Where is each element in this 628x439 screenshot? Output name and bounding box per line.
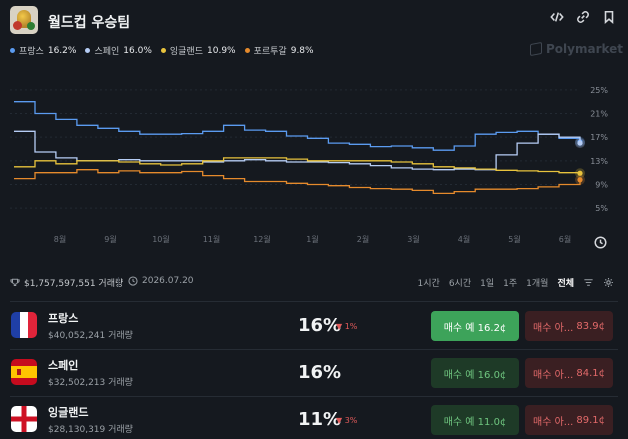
outcome-change: ▼ 3% [336,416,358,425]
x-tick-label: 1월 [306,234,318,244]
outcome-name: 스페인 [48,359,79,372]
legend-label: 포르투갈 [253,47,287,57]
stats-bar: $1,757,597,551 거래량 2026.07.20 1시간 6시간 1일… [10,276,614,290]
series-end-point [577,177,583,183]
time-range-selector: 1시간 6시간 1일 1주 1개월 전체 [418,276,614,289]
outcome-probability: 16% [298,315,342,336]
x-tick-label: 4월 [458,234,470,244]
legend-item-spain: 스페인 16.0% [85,44,152,57]
market-logo [10,6,38,34]
legend-item-england: 잉글랜드 10.9% [160,44,236,57]
y-tick-label: 9% [595,181,608,190]
buy-no-price: 83.9¢ [576,320,605,332]
legend-pct: 9.8% [290,45,314,56]
y-tick-label: 25% [590,86,608,95]
buy-yes-button[interactable]: 매수 예 16.0¢ [431,358,519,388]
legend-label: 스페인 [94,47,120,57]
clock-icon[interactable] [594,234,607,249]
buy-no-price: 89.1¢ [576,414,605,426]
outcome-name: 프랑스 [48,312,79,325]
buy-no-label: 매수 아... [533,416,574,428]
range-all[interactable]: 전체 [557,279,574,289]
series-end-point [577,140,583,146]
price-chart[interactable]: 25% 21% 17% 13% 9% 5% 8월 9월 10월 11월 12월 1월 2월 3월 4월 5월 6… [0,70,628,255]
outcome-volume: $32,502,213 거래량 [48,378,133,388]
x-tick-label: 8월 [54,234,66,244]
legend-pct: 16.2% [47,45,77,56]
link-icon[interactable] [576,10,590,24]
y-tick-label: 13% [590,157,608,166]
outcome-probability: 16% [298,362,342,383]
buy-yes-button[interactable]: 매수 예 16.2¢ [431,311,519,341]
x-tick-label: 6월 [559,234,571,244]
outcome-change: ▼ 1% [336,322,358,331]
legend-pct: 10.9% [207,45,236,56]
x-tick-label: 10월 [152,234,170,244]
outcome-row-france[interactable]: 프랑스 $40,052,241 거래량 16% ▼ 1% 매수 예 16.2¢ … [10,303,618,349]
market-header: 월드컵 우승팀 [8,6,620,34]
buy-no-price: 84.1¢ [576,367,605,379]
legend-pct: 16.0% [123,45,152,56]
legend-item-portugal: 포르투갈 9.8% [244,44,314,57]
x-tick-label: 9월 [104,234,116,244]
watermark-text: Polymarket [546,42,624,56]
legend-label: 프랑스 [19,47,44,57]
outcome-row-england[interactable]: 잉글랜드 $28,130,319 거래량 11% ▼ 3% 매수 예 11.0¢… [10,397,618,439]
series-line [14,169,581,195]
outcome-probability: 11% [298,409,342,430]
market-title: 월드컵 우승팀 [48,15,131,31]
buy-yes-button[interactable]: 매수 예 11.0¢ [431,405,519,435]
outcome-volume: $40,052,241 거래량 [48,331,133,341]
divider [10,301,618,302]
series-line [14,101,581,151]
chart-legend: 프랑스 16.2% 스페인 16.0% 잉글랜드 10.9% 포르투갈 9.8% [10,44,314,57]
buy-no-label: 매수 아... [533,322,574,334]
bookmark-icon[interactable] [602,10,616,24]
y-tick-label: 21% [590,110,608,119]
legend-item-france: 프랑스 16.2% [10,44,76,57]
buy-no-label: 매수 아... [533,369,574,381]
gear-icon[interactable] [603,277,614,288]
code-icon[interactable] [550,10,564,24]
divider [10,349,618,350]
range-1d[interactable]: 1일 [480,279,495,289]
x-tick-label: 11월 [203,234,221,244]
buy-no-button[interactable]: 매수 아... 83.9¢ [525,311,613,341]
filter-icon[interactable] [583,277,594,288]
spain-flag-icon [11,359,37,385]
range-1m[interactable]: 1개월 [526,279,549,289]
x-tick-label: 3월 [407,234,419,244]
x-tick-label: 2월 [357,234,369,244]
buy-no-button[interactable]: 매수 아... 89.1¢ [525,405,613,435]
range-6h[interactable]: 6시간 [448,279,472,289]
range-1w[interactable]: 1주 [503,279,518,289]
outcome-name: 잉글랜드 [48,406,89,419]
france-flag-icon [11,312,37,338]
divider [10,396,618,397]
legend-label: 잉글랜드 [169,47,203,57]
outcome-row-spain[interactable]: 스페인 $32,502,213 거래량 16% 매수 예 16.0¢ 매수 아.… [10,350,618,396]
y-tick-label: 5% [595,204,608,213]
england-flag-icon [11,406,37,432]
outcome-volume: $28,130,319 거래량 [48,425,133,435]
trophy-icon [10,278,20,286]
buy-no-button[interactable]: 매수 아... 84.1¢ [525,358,613,388]
range-1h[interactable]: 1시간 [417,279,440,289]
series-line [14,157,581,174]
end-date: 2026.07.20 [142,276,194,286]
x-tick-label: 12월 [253,234,271,244]
clock-small-icon [128,276,138,286]
x-tick-label: 5월 [508,234,520,244]
total-volume: $1,757,597,551 거래량 [24,279,124,289]
polymarket-logo-icon [530,41,542,57]
series-end-point [577,170,583,176]
polymarket-watermark: Polymarket [530,41,624,57]
y-tick-label: 17% [590,133,608,142]
